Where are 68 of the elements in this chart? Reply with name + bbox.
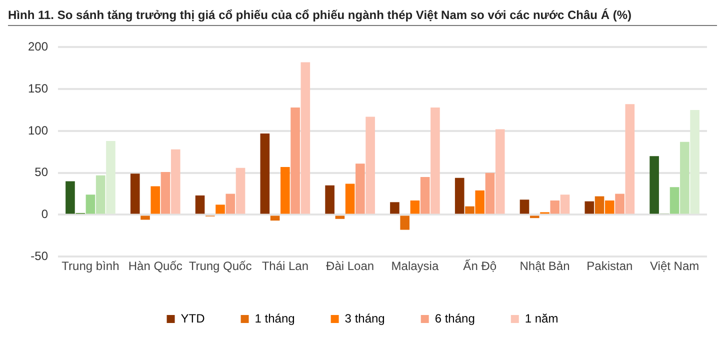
bar (290, 108, 300, 214)
bar (410, 200, 420, 214)
bar (465, 206, 474, 214)
x-tick-label: Việt Nam (650, 259, 700, 274)
bar (615, 194, 624, 214)
x-tick-label: Đài Loan (326, 259, 374, 274)
bar (454, 178, 464, 214)
bar (170, 149, 180, 214)
bar (485, 172, 495, 214)
bar (430, 108, 440, 214)
bar (195, 195, 205, 214)
legend-label: 1 tháng (254, 311, 295, 326)
bar (530, 216, 540, 218)
bar (150, 186, 160, 214)
y-tick-label: 150 (28, 81, 48, 96)
x-tick-label: Thái Lan (262, 259, 309, 274)
bar (130, 174, 140, 214)
x-tick-label: Malaysia (391, 259, 439, 274)
bar (345, 184, 355, 214)
bar (475, 190, 485, 214)
bar (594, 196, 604, 214)
bar (86, 194, 96, 214)
bar (270, 216, 280, 221)
bar (236, 168, 246, 214)
legend-label: YTD (180, 311, 206, 326)
bar (520, 200, 530, 214)
y-tick-label: -50 (30, 248, 48, 263)
bar (356, 164, 365, 214)
legend-label: 3 tháng (344, 311, 385, 326)
bar (680, 142, 690, 214)
bar (560, 194, 570, 214)
bar (690, 110, 700, 214)
bar (280, 166, 290, 214)
x-tick-label: Hàn Quốc (128, 259, 182, 274)
bar (584, 201, 594, 214)
bar (625, 104, 635, 214)
y-tick-label: 0 (41, 207, 48, 222)
x-tick-label: Pakistan (586, 259, 633, 274)
bar (335, 216, 345, 219)
bar (366, 116, 375, 214)
bar (670, 187, 680, 214)
y-tick-label: 50 (34, 165, 48, 180)
y-tick-label: 100 (28, 123, 48, 138)
bar (106, 141, 116, 214)
x-tick-label: Nhật Bản (520, 259, 570, 274)
bar (216, 204, 225, 214)
bar (66, 181, 75, 214)
chart-title: Hình 11. So sánh tăng trưởng thị giá cổ phiếu của cổ phiếu ngành thép Việt Nam so với các nước Châu Á (%) (8, 8, 717, 26)
x-tick-label: Ấn Độ (463, 259, 497, 274)
bar (390, 202, 400, 214)
bar (604, 200, 614, 214)
bar (300, 62, 310, 214)
legend-label: 1 năm (524, 311, 558, 326)
bar (96, 175, 106, 214)
bar (400, 216, 410, 230)
bar (160, 172, 170, 214)
bar (226, 194, 236, 214)
bar (650, 156, 659, 214)
bar (325, 185, 334, 214)
bar (495, 129, 505, 214)
bar (140, 216, 150, 220)
x-tick-label: Trung Quốc (188, 259, 252, 274)
bar (550, 200, 560, 214)
x-tick-label: Trung bình (62, 259, 120, 274)
bar (260, 133, 270, 214)
legend-label: 6 tháng (434, 311, 475, 326)
y-tick-label: 200 (28, 40, 48, 54)
bar (420, 177, 430, 214)
